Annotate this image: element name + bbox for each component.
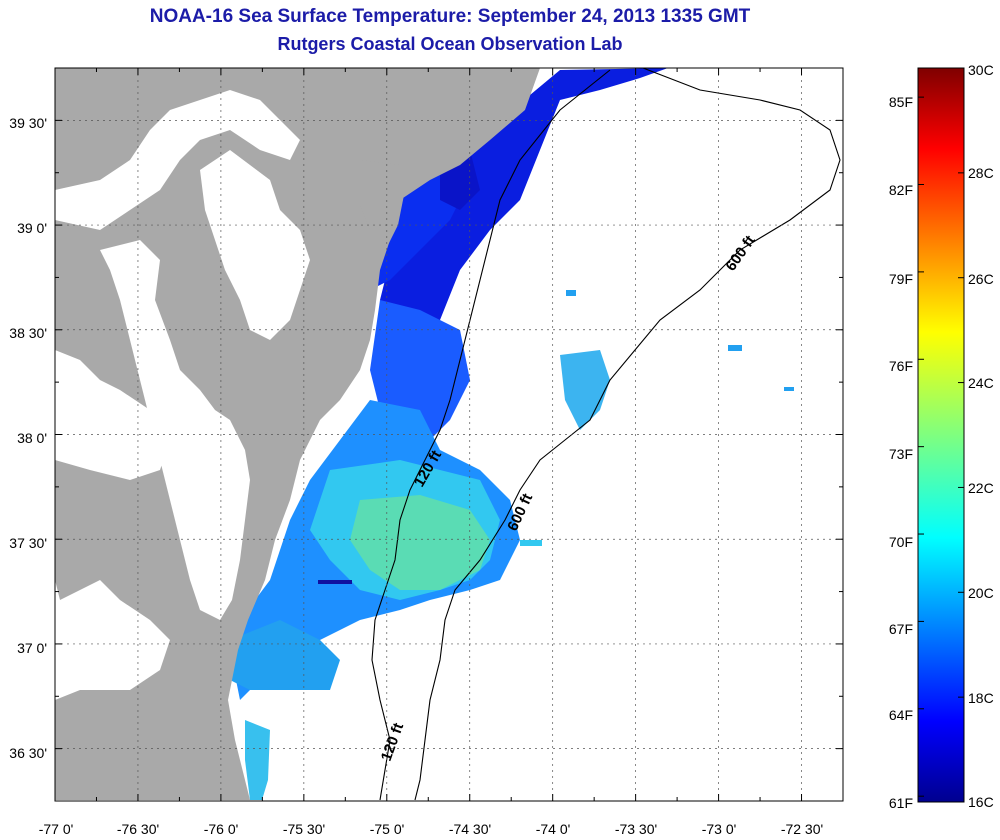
lon-tick-label: -75 30' (283, 821, 325, 837)
celsius-label: 30C (968, 62, 994, 78)
fahrenheit-label: 70F (889, 534, 913, 550)
celsius-label: 16C (968, 794, 994, 810)
lat-tick-label: 39 30' (9, 115, 47, 131)
land-layer (55, 68, 540, 800)
celsius-label: 20C (968, 585, 994, 601)
celsius-label: 18C (968, 690, 994, 706)
lat-tick-label: 39 0' (17, 220, 47, 236)
latitude-axis-labels: 39 30' 39 0' 38 30' 38 0' 37 30' 37 0' 3… (9, 115, 47, 761)
lon-tick-label: -73 30' (615, 821, 657, 837)
celsius-label: 28C (968, 165, 994, 181)
lat-tick-label: 37 30' (9, 535, 47, 551)
celsius-label: 26C (968, 271, 994, 287)
lon-tick-label: -75 0' (370, 821, 405, 837)
lat-tick-label: 38 30' (9, 325, 47, 341)
axis-ticks (54, 67, 844, 802)
celsius-labels: 30C 28C 26C 24C 22C 20C 18C 16C (968, 62, 994, 810)
fahrenheit-labels: 85F 82F 79F 76F 73F 70F 67F 64F 61F (889, 94, 913, 811)
colorbar-gradient (917, 67, 965, 803)
fahrenheit-label: 67F (889, 621, 913, 637)
fahrenheit-label: 64F (889, 707, 913, 723)
fahrenheit-label: 76F (889, 358, 913, 374)
fahrenheit-label: 79F (889, 271, 913, 287)
lat-tick-label: 36 30' (9, 745, 47, 761)
map-grid (55, 68, 843, 801)
celsius-label: 22C (968, 480, 994, 496)
colorbar-ticks (918, 67, 964, 803)
lon-tick-label: -76 30' (117, 821, 159, 837)
fahrenheit-label: 61F (889, 795, 913, 811)
bathymetry-contours (371, 68, 841, 801)
fahrenheit-label: 82F (889, 182, 913, 198)
longitude-axis-labels: -77 0' -76 30' -76 0' -75 30' -75 0' -74… (39, 821, 823, 837)
fahrenheit-label: 85F (889, 94, 913, 110)
map-title: NOAA-16 Sea Surface Temperature: Septemb… (149, 6, 751, 27)
lon-tick-label: -72 30' (781, 821, 823, 837)
lon-tick-label: -74 0' (536, 821, 571, 837)
sst-data-layer (160, 68, 794, 800)
map-subtitle: Rutgers Coastal Ocean Observation Lab (277, 34, 623, 54)
lon-tick-label: -74 30' (449, 821, 491, 837)
lon-tick-label: -73 0' (702, 821, 737, 837)
fahrenheit-label: 73F (889, 446, 913, 462)
lon-tick-label: -76 0' (204, 821, 239, 837)
lon-tick-label: -77 0' (39, 821, 74, 837)
lat-tick-label: 37 0' (17, 640, 47, 656)
lat-tick-label: 38 0' (17, 430, 47, 446)
celsius-label: 24C (968, 375, 994, 391)
